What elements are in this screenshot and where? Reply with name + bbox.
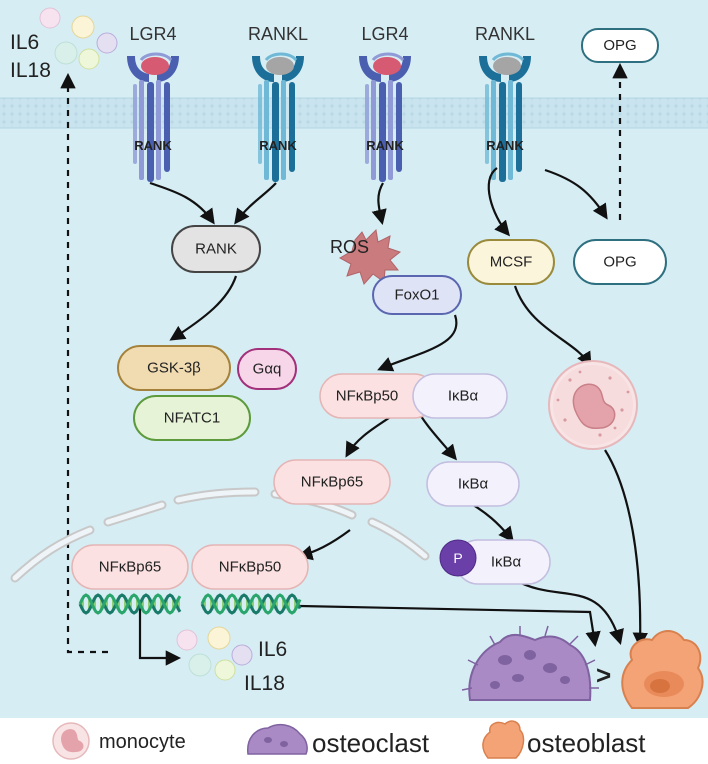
svg-text:OPG: OPG	[603, 37, 636, 54]
receptor-rank-label: RANK	[366, 138, 404, 153]
receptor-ligand-label: RANKL	[475, 24, 535, 44]
opg-top-node: OPG	[582, 29, 658, 62]
svg-text:monocyte: monocyte	[99, 731, 186, 753]
svg-text:NFκBp65: NFκBp65	[301, 474, 364, 491]
receptor-ligand-label: RANKL	[248, 24, 308, 44]
svg-text:GSK-3β: GSK-3β	[147, 360, 201, 377]
svg-text:osteoclast: osteoclast	[312, 728, 430, 758]
svg-text:NFATC1: NFATC1	[164, 410, 220, 427]
bottom-il6-label: IL6	[258, 638, 287, 661]
svg-text:FoxO1: FoxO1	[394, 287, 439, 304]
cell-membrane	[0, 98, 708, 128]
mcsf-node: MCSF	[468, 240, 554, 284]
top-il18-label: IL18	[10, 59, 51, 82]
svg-text:MCSF: MCSF	[490, 254, 533, 271]
svg-text:NFκBp65: NFκBp65	[99, 559, 162, 576]
gsk3b-node: GSK-3β	[118, 346, 230, 390]
svg-text:NFκBp50: NFκBp50	[219, 559, 282, 576]
nfatc1-node: NFATC1	[134, 396, 250, 440]
nfkbp65-mid-node: NFκBp65	[274, 460, 390, 504]
svg-text:P: P	[453, 550, 462, 566]
ikba-mid-node: IκBα	[427, 462, 519, 506]
gaq-node: Gαq	[238, 349, 296, 389]
receptor-ligand-label: LGR4	[361, 24, 408, 44]
legend-osteoclast: osteoclast	[248, 725, 430, 758]
receptor-rank-label: RANK	[259, 138, 297, 153]
receptor-ligand-label: LGR4	[129, 24, 176, 44]
rank-node: RANK	[172, 226, 260, 272]
svg-text:IκBα: IκBα	[448, 388, 479, 405]
svg-text:RANK: RANK	[195, 241, 237, 258]
svg-text:OPG: OPG	[603, 254, 636, 271]
foxo1-node: FoxO1	[373, 276, 461, 314]
comparison-sign: >	[596, 660, 611, 690]
receptor-rank-label: RANK	[134, 138, 172, 153]
legend-osteoblast: osteoblast	[483, 721, 646, 758]
svg-text:IκBα: IκBα	[458, 476, 489, 493]
bottom-il18-label: IL18	[244, 672, 285, 695]
nfkbp50-ikba-complex: NFκBp50 IκBα	[320, 374, 507, 418]
svg-text:IκBα: IκBα	[491, 554, 522, 571]
svg-text:NFκBp50: NFκBp50	[336, 388, 399, 405]
monocyte-cell	[549, 361, 637, 449]
legend-monocyte: monocyte	[53, 723, 186, 759]
top-il6-label: IL6	[10, 31, 39, 54]
opg-mid-node: OPG	[574, 240, 666, 284]
svg-text:Gαq: Gαq	[253, 361, 282, 378]
svg-text:osteoblast: osteoblast	[527, 728, 646, 758]
svg-text:ROS: ROS	[330, 237, 369, 257]
receptor-rank-label: RANK	[486, 138, 524, 153]
legend: monocyte osteoclast osteoblast	[53, 721, 646, 759]
